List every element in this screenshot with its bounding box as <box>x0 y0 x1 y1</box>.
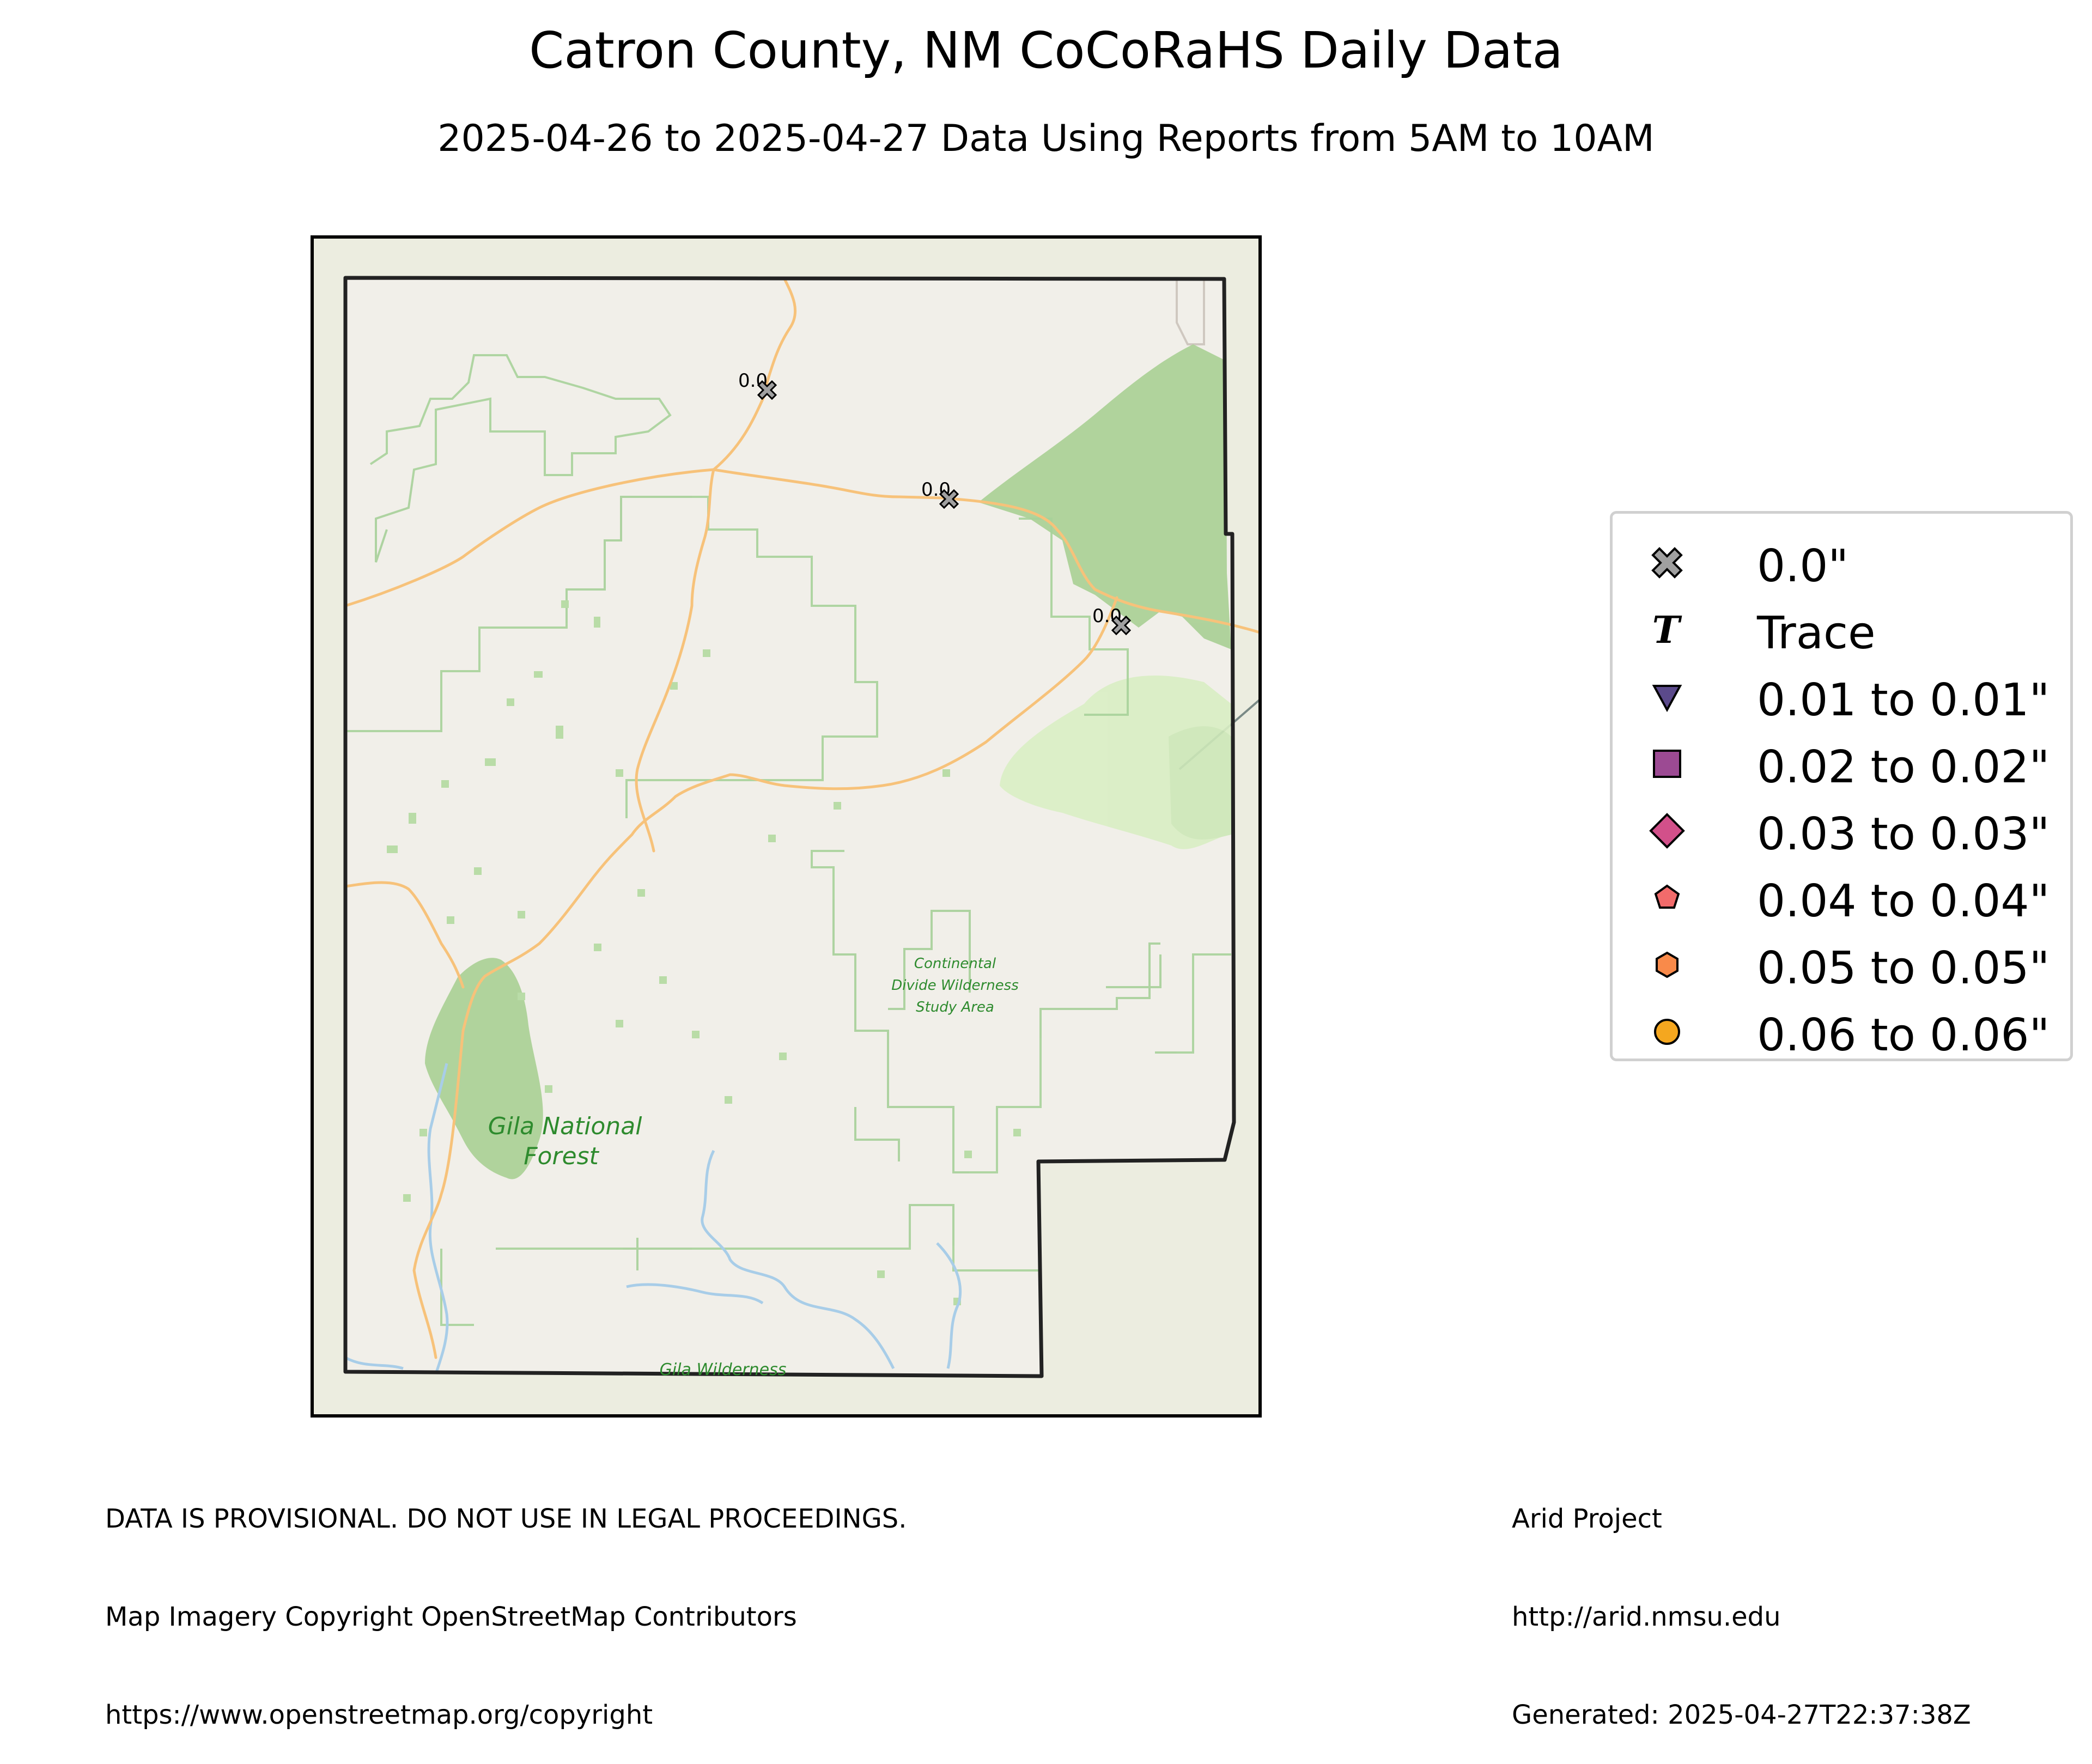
legend-item-7: 0.06 to 0.06" <box>1613 999 2070 1065</box>
legend-label-2: 0.01 to 0.01" <box>1757 674 2050 726</box>
station-1: 0.0 <box>738 370 777 400</box>
area-labels: Continental Divide Wilderness Study Area… <box>488 956 1019 1379</box>
legend: 0.0" T Trace 0.01 to 0.01" 0.02 to 0.02"… <box>1610 511 2073 1061</box>
legend-item-6: 0.05 to 0.05" <box>1613 932 2070 997</box>
circle-icon <box>1654 1019 1680 1045</box>
chart-title: Catron County, NM CoCoRaHS Daily Data <box>529 21 1563 80</box>
map-frame-border <box>311 235 1262 1418</box>
station-1-marker <box>757 380 777 400</box>
county-map: Continental Divide Wilderness Study Area… <box>311 235 1262 1418</box>
triangle-down-icon <box>1652 685 1682 713</box>
roads <box>344 277 1262 1359</box>
legend-item-4: 0.03 to 0.03" <box>1613 798 2070 863</box>
county-land <box>345 278 1234 1376</box>
legend-label-3: 0.02 to 0.02" <box>1757 741 2050 793</box>
station-2: 0.0 <box>921 479 959 509</box>
x-marker-icon <box>1651 547 1683 579</box>
station-2-marker <box>939 489 959 509</box>
footer-left-line-2: Map Imagery Copyright OpenStreetMap Cont… <box>105 1602 797 1632</box>
legend-item-0: 0.0" <box>1613 530 2070 595</box>
station-3: 0.0 <box>1092 605 1132 636</box>
protected-area-outlines <box>345 354 1231 1326</box>
square-icon <box>1653 750 1681 778</box>
legend-label-6: 0.05 to 0.05" <box>1757 942 2050 994</box>
diamond-icon <box>1649 813 1685 849</box>
svg-text:T: T <box>1652 609 1682 652</box>
footer-right-line-2: http://arid.nmsu.edu <box>1512 1602 1781 1632</box>
pentagon-icon <box>1654 884 1680 909</box>
label-gila-forest-2: Forest <box>524 1142 599 1170</box>
footer-left-line-1: DATA IS PROVISIONAL. DO NOT USE IN LEGAL… <box>105 1504 907 1534</box>
legend-item-2: 0.01 to 0.01" <box>1613 664 2070 729</box>
label-continental-divide-3: Study Area <box>916 999 994 1015</box>
legend-item-1: T Trace <box>1613 597 2070 662</box>
label-gila-wilderness: Gila Wilderness <box>660 1360 787 1379</box>
footer-credits: Arid Project http://arid.nmsu.edu Genera… <box>1512 1437 1971 1764</box>
legend-label-1: Trace <box>1757 607 1876 659</box>
chart-subtitle: 2025-04-26 to 2025-04-27 Data Using Repo… <box>437 117 1655 160</box>
label-gila-forest-1: Gila National <box>488 1112 643 1140</box>
forest-areas <box>425 344 1231 1179</box>
scattered-parcels <box>387 600 1021 1305</box>
legend-label-4: 0.03 to 0.03" <box>1757 808 2050 860</box>
footer-right-line-3: Generated: 2025-04-27T22:37:38Z <box>1512 1700 1971 1730</box>
rivers <box>344 1063 962 1374</box>
footer-left-line-3: https://www.openstreetmap.org/copyright <box>105 1700 653 1730</box>
legend-label-0: 0.0" <box>1757 540 1849 592</box>
legend-item-3: 0.02 to 0.02" <box>1613 731 2070 796</box>
footer-disclaimer: DATA IS PROVISIONAL. DO NOT USE IN LEGAL… <box>105 1437 907 1764</box>
legend-label-7: 0.06 to 0.06" <box>1757 1009 2050 1061</box>
trace-t-icon: T <box>1652 609 1682 652</box>
county-boundary <box>343 276 1236 1378</box>
footer-right-line-1: Arid Project <box>1512 1504 1662 1534</box>
label-continental-divide-2: Divide Wilderness <box>891 977 1019 994</box>
station-3-marker <box>1111 615 1132 636</box>
legend-label-5: 0.04 to 0.04" <box>1757 875 2050 927</box>
hexagon-icon <box>1656 951 1679 978</box>
label-continental-divide-1: Continental <box>914 956 996 972</box>
legend-item-5: 0.04 to 0.04" <box>1613 865 2070 930</box>
